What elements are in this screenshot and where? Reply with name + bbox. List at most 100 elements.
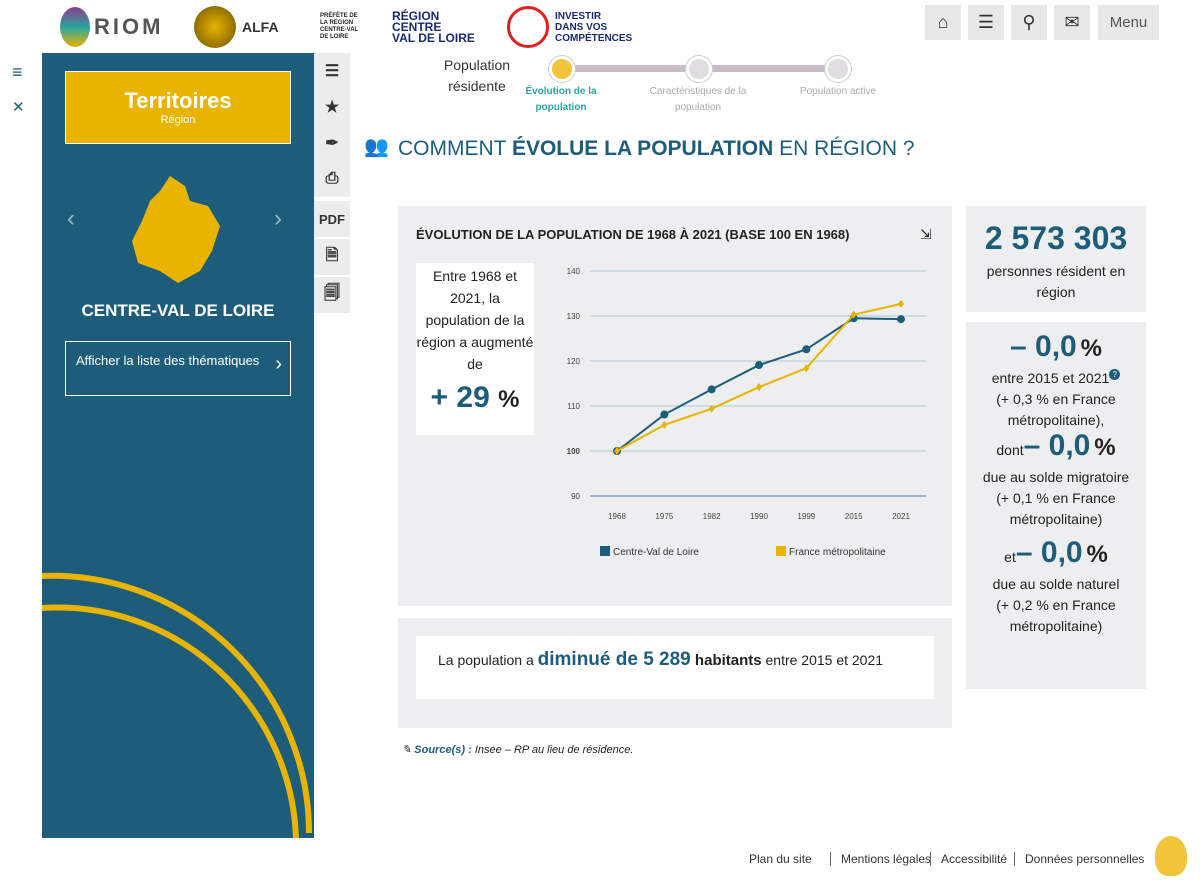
step-3[interactable]: Population active <box>799 86 877 97</box>
mail-icon: ✉ <box>1064 12 1080 32</box>
y-tick-label: 90 <box>571 492 580 501</box>
list-button[interactable]: ☰ <box>314 53 350 89</box>
export-icon[interactable]: ⇲ <box>920 226 932 242</box>
footer-mentions[interactable]: Mentions légales <box>830 852 931 866</box>
x-tick-label: 2021 <box>892 512 910 521</box>
checklist-icon: ☰ <box>977 12 995 32</box>
var3: et– 0,0 % <box>1004 536 1108 569</box>
var1-france: (+ 0,3 % en France métropolitaine), <box>996 391 1116 428</box>
y-tick-label: 110 <box>567 402 580 411</box>
step-dot[interactable] <box>686 56 712 82</box>
summary-box: Entre 1968 et 2021, la population de la … <box>416 263 534 435</box>
home-icon: ⌂ <box>937 12 949 32</box>
mail-button[interactable]: ✉ <box>1054 5 1090 40</box>
decorative-arc <box>42 572 312 834</box>
thematic-list-label: Afficher la liste des thématiques <box>76 353 260 368</box>
population-card: 2 573 303 personnes résident en région <box>966 206 1146 312</box>
pdf-button[interactable]: PDF <box>314 201 350 237</box>
footer-plan[interactable]: Plan du site <box>749 852 812 866</box>
x-tick-label: 1982 <box>703 512 721 521</box>
chart-card: ÉVOLUTION DE LA POPULATION DE 1968 À 202… <box>398 206 952 606</box>
var1-text: entre 2015 et 2021? <box>966 368 1146 389</box>
chart-title: ÉVOLUTION DE LA POPULATION DE 1968 À 202… <box>416 227 850 242</box>
expand-icon[interactable]: ✕ <box>12 99 25 116</box>
data-point <box>707 385 716 394</box>
menu-button[interactable]: Menu <box>1098 5 1159 40</box>
zip-all-button[interactable]: 🗐 <box>314 277 350 313</box>
x-tick-label: 1968 <box>608 512 626 521</box>
search-icon: ⚲ <box>1022 12 1036 32</box>
next-arrow-icon[interactable]: › <box>274 205 282 232</box>
chevron-right-icon: › <box>275 353 282 375</box>
footer-privacy[interactable]: Données personnelles <box>1014 852 1144 866</box>
step-dot[interactable] <box>825 56 851 82</box>
data-point <box>661 420 668 429</box>
var2-text: due au solde migratoire <box>982 469 1130 485</box>
x-tick-label: 2015 <box>845 512 863 521</box>
page-title: COMMENT ÉVOLUE LA POPULATION EN RÉGION ? <box>398 137 915 160</box>
help-icon[interactable]: ? <box>1109 369 1121 381</box>
pdf-label: PDF <box>319 211 345 227</box>
source: ✎ Source(s) : Insee – RP au lieu de rési… <box>402 744 634 756</box>
population-change-text: La population a diminué de 5 289 habitan… <box>416 636 934 699</box>
x-tick-label: 1999 <box>797 512 815 521</box>
thematic-list-button[interactable]: Afficher la liste des thématiques › <box>65 341 291 396</box>
print-button[interactable]: ⎙ <box>314 161 350 197</box>
search-button[interactable]: ⚲ <box>1011 5 1047 40</box>
legend-swatch <box>600 546 610 556</box>
zip-button[interactable]: 🗎 <box>314 239 350 275</box>
footer-accessibility[interactable]: Accessibilité <box>930 852 1007 866</box>
territories-subtitle: Région <box>160 114 196 126</box>
prefecture-logo[interactable]: PRÉFÈTE DE LA RÉGION CENTRE-VAL DE LOIRE <box>320 13 359 40</box>
checklist-button[interactable]: ☰ <box>968 5 1004 40</box>
series-line <box>616 302 902 452</box>
pen-icon: ✒ <box>325 135 339 152</box>
y-tick-label: 120 <box>567 357 581 366</box>
data-point <box>756 383 762 392</box>
y-tick-label: 140 <box>567 267 581 276</box>
var3-france: (+ 0,2 % en France métropolitaine) <box>996 597 1116 634</box>
data-point <box>802 345 811 354</box>
legend-swatch <box>776 546 786 556</box>
people-icon: 👥 <box>364 136 389 158</box>
investir-logo[interactable]: INVESTIR DANS VOS COMPÉTENCES <box>507 4 632 50</box>
oriom-logo[interactable]: RIOM <box>60 4 163 50</box>
step-dot-active[interactable] <box>549 56 575 82</box>
alfa-logo[interactable]: ALFA <box>194 4 279 50</box>
step-1[interactable]: Évolution de la population <box>525 86 597 113</box>
region-map <box>132 176 220 283</box>
zip-file-icon: 🗎 <box>325 246 339 264</box>
home-button[interactable]: ⌂ <box>925 5 961 40</box>
population-text: personnes résident en région <box>986 263 1126 300</box>
region-logo[interactable]: RÉGION CENTRE VAL DE LOIRE <box>392 8 475 45</box>
legend-label: France métropolitaine <box>789 547 886 558</box>
line-chart: 90 100 110 120 130 140 1968 1975 1982 1990 1999 201… <box>567 267 926 558</box>
list-icon: ☰ <box>324 63 340 80</box>
stepper-section: Population résidente <box>443 57 511 94</box>
sidebar: Territoires Région ‹ › CENTRE-VAL DE LOI… <box>42 53 314 838</box>
data-point <box>614 447 620 455</box>
var3-text: due au solde naturel <box>992 576 1120 592</box>
data-point <box>755 361 763 370</box>
x-tick-label: 1975 <box>655 512 673 521</box>
zip-files-icon: 🗐 <box>324 284 340 302</box>
data-point <box>803 364 810 373</box>
summary-text: Entre 1968 et 2021, la population de la … <box>416 268 534 372</box>
data-point <box>897 315 905 324</box>
population-value: 2 573 303 <box>984 220 1128 256</box>
accessibility-lock-icon[interactable] <box>1155 836 1187 876</box>
data-point <box>850 310 857 319</box>
summary-value: + 29 % <box>430 381 520 414</box>
annotate-button[interactable]: ✒ <box>314 125 350 161</box>
step-2[interactable]: Caractéristiques de la population <box>649 86 747 113</box>
favorite-button[interactable]: ★ <box>314 89 350 125</box>
data-point <box>898 299 904 308</box>
y-tick-label: 100 <box>567 447 581 456</box>
territories-box[interactable]: Territoires Région <box>65 71 291 144</box>
decorative-arc <box>42 604 299 838</box>
data-point <box>708 404 715 413</box>
legend-label: Centre-Val de Loire <box>613 547 699 558</box>
hamburger-icon[interactable]: ≡ <box>12 62 23 82</box>
bottom-card: La population a diminué de 5 289 habitan… <box>398 618 952 728</box>
prev-arrow-icon[interactable]: ‹ <box>67 205 75 232</box>
